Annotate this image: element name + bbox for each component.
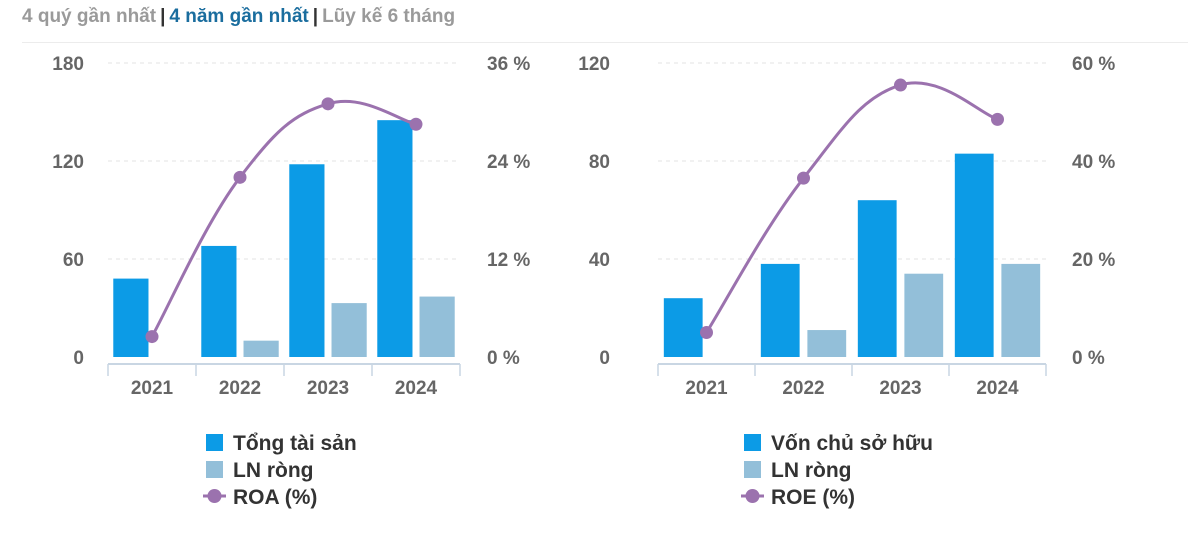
legend-label: ROA (%) <box>233 486 317 509</box>
x-axis-category-label: 2022 <box>219 378 261 399</box>
bar-net-profit <box>419 296 455 357</box>
right-axis-tick-label: 60 % <box>1072 54 1115 75</box>
x-axis-category-label: 2023 <box>879 378 921 399</box>
left-axis-tick-label: 0 <box>599 348 610 369</box>
tab-4-quarters[interactable]: 4 quý gần nhất <box>22 6 157 27</box>
bar-primary <box>954 153 994 357</box>
left-axis-tick-label: 120 <box>52 152 84 173</box>
bar-primary <box>663 298 703 357</box>
left-axis-tick-label: 180 <box>52 54 84 75</box>
legend-swatch <box>206 434 223 451</box>
bar-primary <box>289 164 325 357</box>
ratio-line <box>150 99 417 338</box>
header-divider <box>22 42 1188 43</box>
tab-separator: | <box>312 6 319 27</box>
x-axis-category-label: 2024 <box>395 378 438 399</box>
ratio-point <box>233 170 247 184</box>
bar-primary <box>201 245 237 357</box>
legend-label: LN ròng <box>233 459 313 482</box>
ratio-point <box>321 97 335 111</box>
ratio-point <box>145 330 159 344</box>
bar-primary <box>760 263 800 357</box>
x-axis-category-label: 2021 <box>685 378 728 399</box>
bar-net-profit <box>243 340 279 357</box>
legend-label: Vốn chủ sở hữu <box>771 432 933 455</box>
tab-separator: | <box>160 6 166 27</box>
left-axis-tick-label: 40 <box>589 250 610 271</box>
x-axis-category-label: 2021 <box>131 378 174 399</box>
ratio-point <box>409 117 423 131</box>
ratio-point <box>797 171 810 185</box>
x-axis-category-label: 2024 <box>976 378 1019 399</box>
left-axis-tick-label: 120 <box>578 54 610 75</box>
roa-chart: 0 60 120 180 0 % 12 % 24 % 36 % 2021 2022 2023 2024… <box>52 54 530 509</box>
bar-net-profit <box>1001 263 1041 357</box>
legend-label: LN ròng <box>771 459 851 482</box>
ratio-point <box>991 112 1004 126</box>
left-axis-tick-label: 80 <box>589 152 610 173</box>
right-axis-tick-label: 24 % <box>487 152 530 173</box>
right-axis-tick-label: 36 % <box>487 54 530 75</box>
legend-swatch <box>744 434 761 451</box>
bar-primary <box>113 278 149 357</box>
legend-swatch <box>206 461 223 478</box>
legend-label: Tổng tài sản <box>233 432 357 455</box>
right-axis-tick-label: 40 % <box>1072 152 1115 173</box>
roe-chart: 0 40 80 120 0 % 20 % 40 % 60 % 2021 2022 2023 2024 V… <box>578 54 1115 509</box>
bar-primary <box>857 200 897 357</box>
bar-net-profit <box>807 330 847 357</box>
tab-6-months-cumulative[interactable]: Lũy kế 6 tháng <box>322 6 456 27</box>
right-axis-tick-label: 0 % <box>487 348 520 369</box>
bar-net-profit <box>331 303 367 357</box>
ratio-point <box>700 326 713 339</box>
right-axis-tick-label: 0 % <box>1072 348 1105 369</box>
legend-point-swatch <box>207 489 222 503</box>
left-axis-tick-label: 60 <box>63 250 84 271</box>
right-axis-tick-label: 20 % <box>1072 250 1115 271</box>
right-axis-tick-label: 12 % <box>487 250 530 271</box>
left-axis-tick-label: 0 <box>73 348 84 369</box>
legend-point-swatch <box>745 489 760 503</box>
ratio-point <box>894 78 907 92</box>
period-tabs: 4 quý gần nhất | 4 năm gần nhất | Lũy kế 6 t… <box>22 6 455 28</box>
tab-4-years[interactable]: 4 năm gần nhất <box>169 6 309 27</box>
ratio-line <box>705 81 999 334</box>
bar-primary <box>377 120 413 358</box>
bar-net-profit <box>904 273 944 357</box>
x-axis-category-label: 2023 <box>307 378 349 399</box>
legend-swatch <box>744 461 761 478</box>
legend-label: ROE (%) <box>771 486 855 509</box>
x-axis-category-label: 2022 <box>782 378 824 399</box>
